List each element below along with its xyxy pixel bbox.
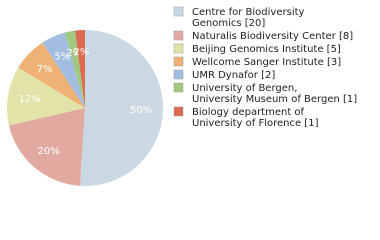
slice-label: 50% xyxy=(130,105,152,116)
legend-label: Biology department of xyxy=(192,107,305,118)
pie-slice xyxy=(18,42,85,108)
legend-label: UMR Dynafor [2] xyxy=(192,70,275,81)
legend-swatch xyxy=(173,6,184,17)
slice-label: 12% xyxy=(18,94,40,105)
legend-label: Beijing Genomics Institute [5] xyxy=(192,44,341,55)
legend-label: University Museum of Bergen [1] xyxy=(192,94,357,105)
pie-slice xyxy=(65,30,85,108)
legend-swatch xyxy=(173,106,184,117)
legend-label: Centre for Biodiversity xyxy=(192,7,305,18)
legend-label: University of Florence [1] xyxy=(192,118,319,129)
legend-label: Naturalis Biodiversity Center [8] xyxy=(192,31,353,42)
legend-swatch xyxy=(173,30,184,41)
legend-label: Genomics [20] xyxy=(192,18,265,29)
pie-slice xyxy=(8,108,86,186)
legend-swatch xyxy=(173,69,184,80)
legend-label: University of Bergen, xyxy=(192,83,297,94)
slice-label: 2% xyxy=(66,48,82,59)
legend-swatch xyxy=(173,56,184,67)
pie-slice xyxy=(80,30,164,186)
pie-slice xyxy=(75,30,85,108)
pie-slice xyxy=(6,67,86,126)
slice-label: 7% xyxy=(37,64,53,75)
slice-label: 5% xyxy=(54,52,70,63)
pie-slice xyxy=(42,32,85,108)
legend-swatch xyxy=(173,43,184,54)
legend-label: Wellcome Sanger Institute [3] xyxy=(192,57,341,68)
slice-label: 2% xyxy=(73,47,89,58)
slice-label: 20% xyxy=(37,146,59,157)
legend-swatch xyxy=(173,82,184,93)
